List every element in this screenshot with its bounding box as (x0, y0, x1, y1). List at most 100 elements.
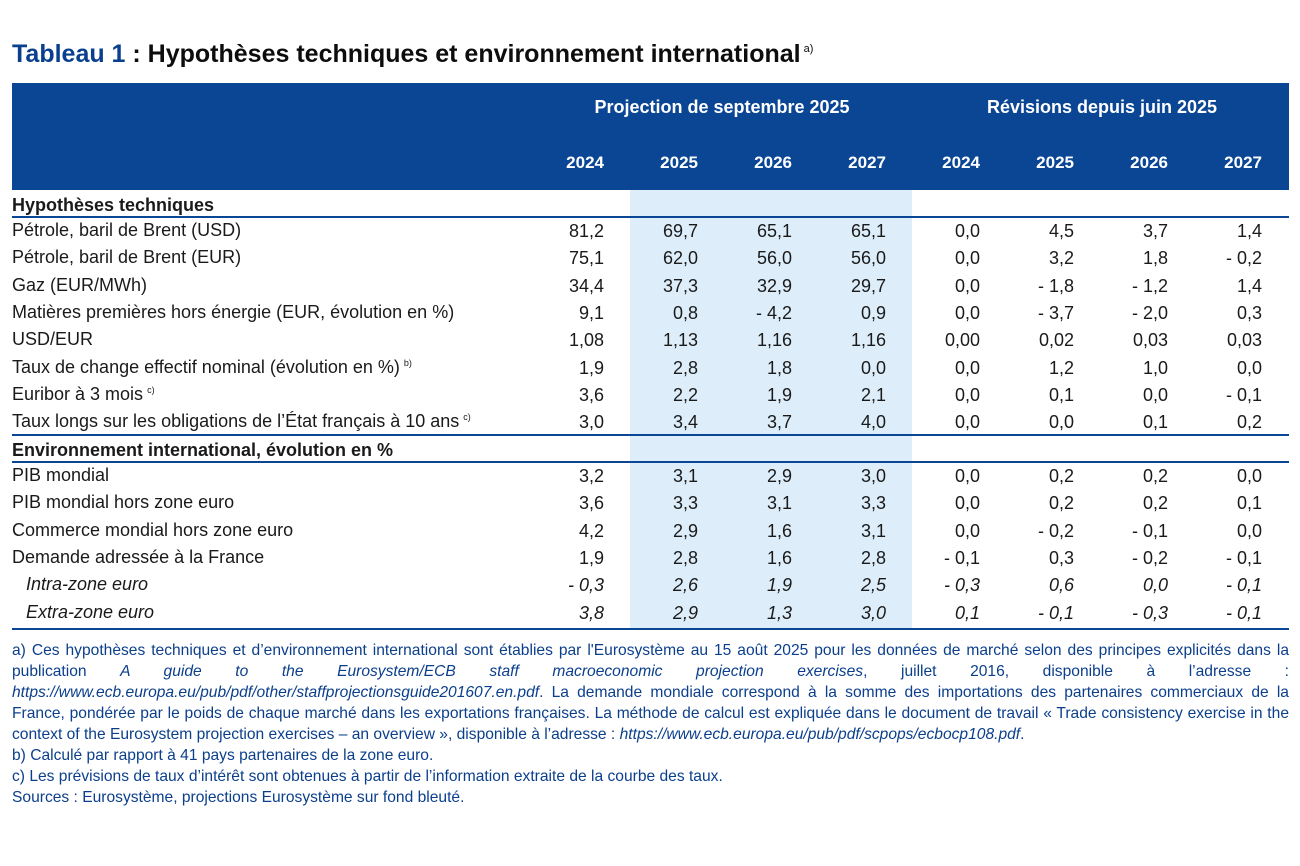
revision-value: - 0,2 (1131, 547, 1168, 568)
revision-value: 0,3 (1048, 547, 1074, 568)
header-year: 2026 (754, 153, 792, 172)
table-row: Taux longs sur les obligations de l’État… (12, 409, 1289, 436)
table-row: Demande adressée à la France 1,9 2,8 1,6 2,8… (12, 545, 1289, 572)
projection-value: 1,8 (766, 357, 792, 378)
publication-title: A guide to the Eurosystem/ECB staff macr… (120, 663, 864, 680)
table-header: Projection de septembre 2025 Révisions d… (12, 83, 1289, 190)
row-label-text: Pétrole, baril de Brent (USD) (12, 220, 242, 240)
projection-value: 65,1 (756, 221, 792, 241)
revision-value: 0,0 (954, 520, 980, 541)
projection-value: 3,3 (672, 493, 698, 514)
revision-value: 3,2 (1048, 248, 1074, 269)
footnote-b: b) Calculé par rapport à 41 pays partena… (12, 747, 434, 764)
projection-value: 1,16 (756, 330, 792, 351)
footnote-a-text: , juillet 2016, disponible à l’adresse : (863, 663, 1290, 680)
footnotes: a) Ces hypothèses techniques et d’enviro… (12, 640, 1289, 808)
revision-value: - 0,1 (1225, 602, 1262, 623)
revision-value: - 0,2 (1225, 248, 1262, 269)
projection-value: 3,0 (860, 466, 886, 486)
revision-value: 0,0 (1236, 520, 1262, 541)
guide-url-link[interactable]: https://www.ecb.europa.eu/pub/pdf/other/… (12, 684, 540, 701)
footnote-c: c) Les prévisions de taux d’intérêt sont… (12, 768, 723, 785)
row-label: Intra-zone euro (26, 574, 148, 595)
projection-value: - 0,3 (567, 575, 604, 596)
table-row: Intra-zone euro - 0,3 2,6 1,9 2,5 - 0,3 0,6 0,0… (12, 572, 1289, 599)
header-year: 2025 (1036, 153, 1074, 172)
revision-value: 1,4 (1236, 275, 1262, 296)
header-year: 2025 (660, 153, 698, 172)
projection-value: 1,9 (766, 384, 792, 405)
revision-value: - 0,1 (943, 547, 980, 568)
revision-value: 0,6 (1048, 575, 1074, 596)
revision-value: 1,4 (1236, 221, 1262, 241)
projection-value: 62,0 (662, 248, 698, 269)
projection-value: 3,3 (860, 493, 886, 514)
row-label: PIB mondial (12, 465, 109, 486)
revision-value: 0,2 (1048, 466, 1074, 486)
projection-value: 29,7 (850, 275, 886, 296)
projection-value: 9,1 (578, 302, 604, 323)
table-row: Matières premières hors énergie (EUR, év… (12, 300, 1289, 327)
section-title: Hypothèses techniques (12, 195, 215, 215)
revision-value: 4,5 (1048, 221, 1074, 241)
row-label: Extra-zone euro (26, 602, 154, 623)
revision-value: 0,3 (1236, 302, 1262, 323)
header-group-projection: Projection de septembre 2025 (594, 97, 850, 117)
projection-value: 3,1 (860, 520, 886, 541)
row-label-text: Intra-zone euro (26, 574, 149, 595)
row-label: Pétrole, baril de Brent (EUR) (12, 247, 241, 268)
revision-value: 0,0 (954, 248, 980, 269)
row-label-text: Demande adressée à la France (12, 546, 265, 567)
revision-value: 0,0 (1142, 384, 1168, 405)
row-label-text: Commerce mondial hors zone euro (12, 519, 294, 540)
footnote-a-text: a) Ces hypothèses techniques et d’enviro… (12, 642, 1289, 680)
projection-value: 0,8 (672, 302, 698, 323)
revision-value: 1,2 (1048, 357, 1074, 378)
table-row: Extra-zone euro 3,8 2,9 1,3 3,0 0,1 - 0,1 - 0,3… (12, 600, 1289, 627)
revision-value: - 3,7 (1037, 302, 1074, 323)
revision-value: 0,1 (1048, 384, 1074, 405)
footnote-a-text: . (1020, 726, 1025, 743)
revision-value: 0,2 (1142, 466, 1168, 486)
row-label: Taux longs sur les obligations de l’État… (12, 411, 471, 432)
revision-value: 0,03 (1226, 330, 1262, 351)
projection-value: 2,5 (860, 575, 886, 596)
projection-value: 1,3 (766, 602, 792, 623)
revision-value: - 0,1 (1225, 547, 1262, 568)
projection-value: 1,16 (850, 330, 886, 351)
revision-value: 0,02 (1038, 330, 1074, 351)
revision-value: 0,2 (1048, 493, 1074, 514)
paper-url-link[interactable]: https://www.ecb.europa.eu/pub/pdf/scpops… (619, 726, 1021, 743)
table-row: Gaz (EUR/MWh) 34,4 37,3 32,9 29,7 0,0 - 1,8 - 1… (12, 273, 1289, 300)
projection-value: 81,2 (568, 221, 604, 241)
revision-value: 0,0 (954, 302, 980, 323)
projection-value: 2,8 (860, 547, 886, 568)
table-bottom-rule (12, 628, 1289, 630)
row-label: Commerce mondial hors zone euro (12, 520, 293, 541)
footnote-a-text: . La demande mondiale correspond à la so… (12, 684, 1289, 743)
projection-value: 2,9 (766, 466, 792, 486)
revision-value: 0,0 (1048, 412, 1074, 433)
projection-value: 3,2 (578, 466, 604, 486)
revision-value: 3,7 (1142, 221, 1168, 241)
row-label-text: PIB mondial hors zone euro (12, 492, 235, 513)
projection-value: 0,0 (860, 357, 886, 378)
revision-value: - 0,1 (1037, 602, 1074, 623)
row-label: USD/EUR (12, 329, 93, 350)
header-year: 2026 (1130, 153, 1168, 172)
revision-value: 0,1 (954, 602, 980, 623)
header-group-revisions: Révisions depuis juin 2025 (986, 97, 1218, 117)
row-label-text: Euribor à 3 mois (12, 383, 144, 404)
revision-value: 0,00 (944, 330, 980, 351)
projection-value: 3,0 (860, 602, 886, 623)
projection-value: 3,1 (672, 466, 698, 486)
row-label: PIB mondial hors zone euro (12, 492, 234, 513)
revision-value: 0,0 (954, 221, 980, 241)
projection-value: 1,9 (578, 547, 604, 568)
revision-value: 0,2 (1236, 412, 1262, 433)
footnote-ref: c) (463, 412, 471, 423)
projection-value: 3,7 (766, 412, 792, 433)
table-row: USD/EUR 1,08 1,13 1,16 1,16 0,00 0,02 0,03 0,03 (12, 327, 1289, 354)
header-year: 2027 (1224, 153, 1262, 172)
header-year: 2027 (848, 153, 886, 172)
